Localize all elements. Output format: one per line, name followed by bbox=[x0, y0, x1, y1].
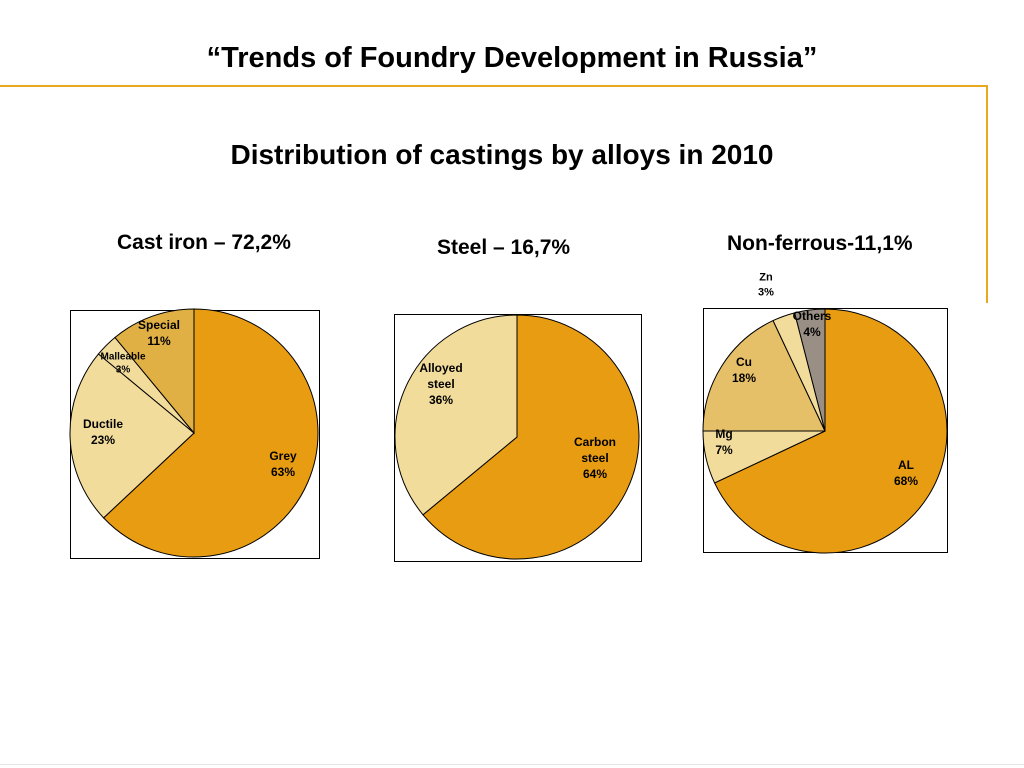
slice-label-others: Others 4% bbox=[793, 309, 832, 339]
slice-label-al: AL 68% bbox=[894, 458, 918, 488]
slice-label-carbon-steel: Carbon steel 64% bbox=[574, 435, 616, 481]
accent-line-vertical bbox=[986, 85, 988, 303]
pie-slice-grey bbox=[102, 308, 319, 558]
slice-label-special: Special 11% bbox=[138, 318, 180, 348]
slice-label-grey: Grey 63% bbox=[269, 449, 297, 479]
pie-slice-al bbox=[713, 308, 948, 554]
slice-label-zn: Zn 3% bbox=[758, 272, 774, 299]
slide-subtitle: Distribution of castings by alloys in 20… bbox=[230, 139, 774, 170]
non-ferrous-heading: Non-ferrous-11,1% bbox=[727, 232, 913, 255]
cast-iron-heading: Cast iron – 72,2% bbox=[117, 231, 291, 254]
slice-label-mg: Mg 7% bbox=[715, 427, 733, 457]
slice-label-malleable: Malleable 3% bbox=[100, 351, 145, 375]
slice-label-ductile: Ductile 23% bbox=[83, 417, 123, 447]
footer-divider bbox=[0, 764, 1024, 765]
slide-title: “Trends of Foundry Development in Russia… bbox=[206, 42, 818, 74]
slice-label-alloyed-steel: Alloyed steel 36% bbox=[419, 361, 462, 407]
pie-slice-others bbox=[794, 308, 826, 432]
steel-heading: Steel – 16,7% bbox=[437, 236, 571, 259]
pie-slice-ductile bbox=[69, 353, 195, 519]
accent-line-horizontal bbox=[0, 85, 988, 87]
pie-slice-special bbox=[114, 308, 195, 435]
pie-slice-carbon-steel bbox=[422, 314, 640, 560]
slice-label-cu: Cu 18% bbox=[732, 355, 756, 385]
pie-slice-cu bbox=[702, 319, 826, 432]
pie-slice-alloyed-steel bbox=[394, 314, 518, 516]
